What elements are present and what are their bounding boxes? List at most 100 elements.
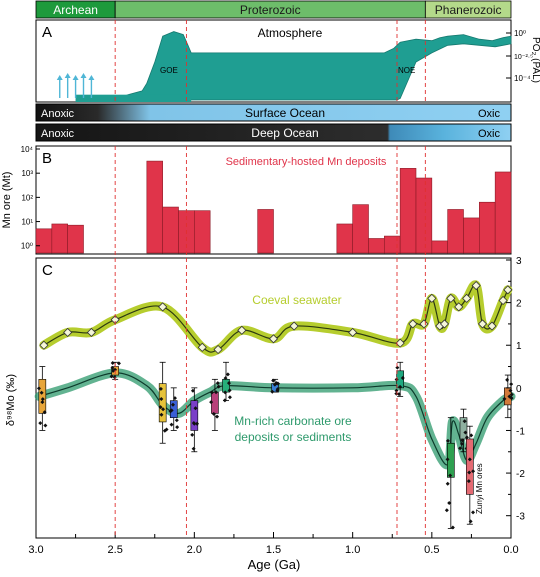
panel-b-ylabel: Mn ore (Mt) <box>1 172 13 229</box>
sample-point <box>444 508 449 513</box>
sample-point <box>398 384 403 389</box>
sample-point <box>159 412 164 417</box>
sample-point <box>400 376 405 381</box>
mn-ore-bar <box>399 168 417 254</box>
sample-point <box>505 377 510 382</box>
deep-ocean-label: Deep Ocean <box>251 126 318 140</box>
sample-point <box>458 446 463 451</box>
sample-point <box>463 430 468 435</box>
deep-oxic-label: Oxic <box>478 128 501 140</box>
mn-ore-bar <box>494 171 512 254</box>
box-iqr <box>169 400 178 418</box>
seawater-point <box>471 281 481 291</box>
seawater-point <box>289 321 299 331</box>
sample-point <box>225 372 230 377</box>
eon-label-archean: Archean <box>53 3 98 17</box>
po2-tick-2: 10⁻⁴ <box>514 74 531 83</box>
sample-point <box>193 406 198 411</box>
deep-anoxic-label: Anoxic <box>41 128 75 140</box>
po2-tick-0: 10⁰ <box>514 29 526 38</box>
eon-phanerozoic <box>424 0 512 19</box>
sample-point <box>394 388 399 393</box>
sample-point <box>40 397 45 402</box>
atmosphere-baseline <box>75 94 192 102</box>
panel-a-title: Atmosphere <box>258 26 323 40</box>
sample-point <box>190 388 195 393</box>
seawater-point <box>408 319 418 329</box>
sample-point <box>222 398 227 403</box>
sample-point <box>39 390 44 395</box>
sample-point <box>169 422 174 427</box>
seawater-label: Coeval seawater <box>252 293 341 307</box>
mn-ore-bar <box>352 204 369 254</box>
surface-anoxic-label: Anoxic <box>41 108 75 120</box>
sample-point <box>467 457 472 462</box>
o2-arrow-head <box>64 73 71 78</box>
mn-ore-bar <box>194 210 211 254</box>
mn-ore-bar <box>447 209 464 254</box>
sample-point <box>508 388 513 393</box>
seawater-point <box>454 302 464 312</box>
panel-b-title: Sedimentary-hosted Mn deposits <box>226 156 387 168</box>
sample-point <box>110 365 115 370</box>
seawater-point <box>158 302 168 312</box>
sample-point <box>226 381 231 386</box>
mn-ore-bar <box>162 206 179 254</box>
sample-point <box>215 414 220 419</box>
panel-c-plot <box>34 280 516 530</box>
sample-point <box>209 390 214 395</box>
sample-point <box>158 386 163 391</box>
seawater-point <box>439 319 450 329</box>
ore-label-line1: Mn-rich carbonate ore <box>234 414 352 428</box>
o2-arrow-head <box>72 75 79 80</box>
sample-point <box>471 510 476 515</box>
panel-c-ytick-label: 2 <box>516 299 522 310</box>
sample-point <box>450 525 455 530</box>
sample-point <box>174 418 179 423</box>
sample-point <box>214 390 219 395</box>
sample-point <box>109 374 114 379</box>
seawater-point <box>503 285 513 295</box>
o2-arrow-head <box>88 75 95 80</box>
seawater-point <box>86 327 96 338</box>
sample-point <box>468 519 473 524</box>
seawater-point <box>395 338 405 348</box>
box-iqr <box>211 391 219 414</box>
sample-point <box>110 361 115 366</box>
mn-ore-bar <box>257 209 274 254</box>
mn-ore-bar <box>415 177 433 254</box>
sample-point <box>464 435 469 440</box>
surface-ocean-label: Surface Ocean <box>245 106 325 120</box>
panel-b-letter: B <box>42 150 52 167</box>
panel-b-ytick-label: 10² <box>21 193 33 202</box>
sample-point <box>460 438 465 443</box>
panel-c-axes: 3 2 1 0 -1 -2 -3 3.0 2.5 2.0 1.5 1.0 0.5 0.0 <box>28 256 525 556</box>
sample-point <box>459 441 464 446</box>
sample-point <box>40 400 45 405</box>
x-tick-label: 2.0 <box>187 544 202 556</box>
panel-c-letter: C <box>42 262 53 279</box>
sample-point <box>190 432 195 437</box>
sample-point <box>36 386 41 391</box>
panel-a-ticks: 10⁰ 10⁻²·⁵ 10⁻⁴ PO₂ (PAL) <box>506 29 540 83</box>
ore-label-line2: deposits or sediments <box>235 430 352 444</box>
sample-point <box>395 365 400 370</box>
box-iqr <box>466 438 474 495</box>
mn-ore-bar <box>67 224 84 254</box>
sample-point <box>502 396 507 401</box>
sample-point <box>216 384 221 389</box>
po2-tick-1: 10⁻²·⁵ <box>514 54 533 61</box>
panel-c-ylabel: δ⁹⁸Mo (‰) <box>5 374 17 426</box>
o2-arrow-head <box>80 73 87 78</box>
sample-point <box>161 407 166 412</box>
panel-b-ytick-label: 10⁴ <box>21 145 34 154</box>
panel-c-ytick-label: -2 <box>516 469 525 480</box>
seawater-point <box>213 344 223 355</box>
panel-c-ytick-label: 3 <box>516 256 522 267</box>
sample-point <box>211 411 216 416</box>
sample-point <box>466 479 471 484</box>
sample-point <box>223 390 228 395</box>
sample-point <box>271 378 276 383</box>
sample-point <box>509 392 514 397</box>
sample-point <box>191 446 196 451</box>
